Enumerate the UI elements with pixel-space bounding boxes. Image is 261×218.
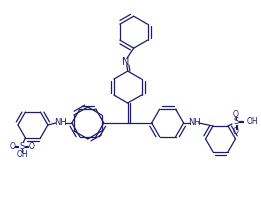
Text: O: O [233, 128, 239, 136]
Text: O: O [233, 111, 239, 119]
Text: S: S [20, 142, 25, 152]
Text: OH: OH [17, 150, 28, 159]
Text: OH: OH [247, 118, 259, 126]
Text: S: S [233, 118, 239, 126]
Text: O: O [28, 142, 34, 152]
Text: NH: NH [188, 118, 201, 128]
Text: O: O [10, 142, 15, 152]
Text: N: N [122, 57, 129, 67]
Text: NH: NH [55, 118, 67, 128]
